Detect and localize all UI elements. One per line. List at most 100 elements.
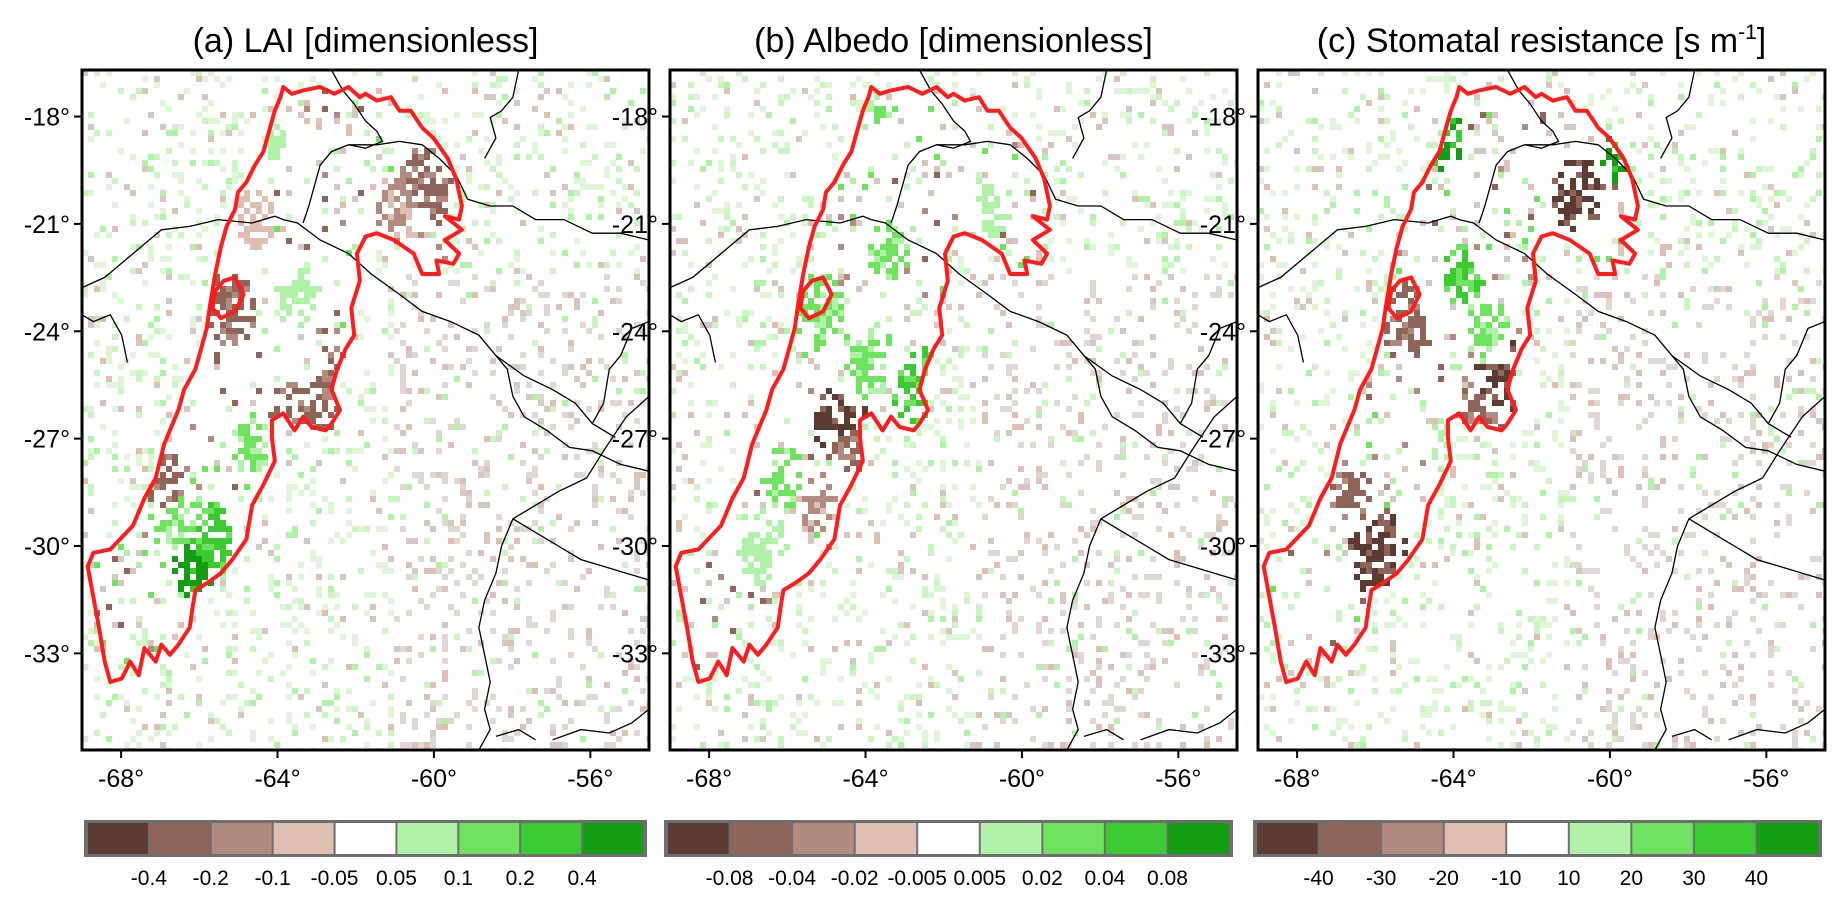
lat-tick-label: -24°: [24, 318, 70, 346]
colorbar-label: 20: [1620, 867, 1643, 890]
colorbar-swatch: [1319, 823, 1381, 854]
country-border-line: [1688, 518, 1825, 581]
anomaly-cell-group: [760, 106, 1030, 538]
colorbar-swatch: [1507, 823, 1568, 854]
country-border-line: [1066, 395, 1237, 750]
country-border-line: [890, 70, 972, 224]
colorbar-label: -0.08: [706, 867, 754, 890]
lon-tick-label: -56°: [1743, 765, 1789, 793]
country-border-line: [1524, 140, 1825, 241]
colorbar-label: 0.1: [444, 867, 473, 890]
colorbar-label: -0.2: [193, 867, 229, 890]
colorbar-swatch: [855, 823, 917, 854]
country-border-line: [552, 708, 649, 741]
country-border-line: [1083, 355, 1204, 438]
anomaly-cell-group: [814, 388, 868, 448]
anomaly-cell-group: [1258, 70, 1825, 750]
anomaly-cell-group: [172, 544, 214, 598]
colorbar-swatch: [1757, 823, 1818, 854]
panel-title: (b) Albedo [dimensionless]: [754, 22, 1153, 60]
chaco-region-inner-loop: [798, 275, 834, 321]
colorbar-label: 0.2: [506, 867, 535, 890]
anomaly-cell-group: [82, 70, 649, 750]
lon-tick-label: -68°: [98, 765, 144, 793]
map-background: [670, 70, 1237, 750]
country-border-line: [1258, 215, 1825, 472]
colorbar-swatch: [1168, 823, 1229, 854]
lon-tick-label: -60°: [1587, 765, 1633, 793]
country-border-line: [1478, 70, 1560, 224]
colorbar-label: 0.4: [568, 867, 598, 890]
lat-tick-label: -27°: [1200, 426, 1246, 454]
chaco-region-outline: [85, 85, 464, 684]
colorbar-swatch: [273, 823, 334, 854]
lat-tick-label: -33°: [612, 640, 658, 668]
lat-tick-label: -24°: [1200, 318, 1246, 346]
map-panel-a: (a) LAI [dimensionless] -18° -21° -24° -27° -…: [24, 22, 651, 793]
lat-tick-label: -27°: [24, 426, 70, 454]
map-frame: [668, 68, 1239, 752]
chaco-region-inner-loop: [1386, 275, 1422, 321]
anomaly-cell-group: [94, 88, 454, 628]
colorbar-label: 0.08: [1147, 867, 1188, 890]
colorbar-swatch: [149, 823, 210, 854]
colorbar-label: -0.1: [255, 867, 291, 890]
colorbar-label: -0.05: [311, 867, 359, 890]
anomaly-cell-group: [1570, 274, 1825, 750]
colorbar-swatch: [1569, 823, 1631, 854]
country-border-line: [670, 215, 1237, 472]
colorbar-swatch: [1632, 823, 1693, 854]
chaco-region-inner-loop: [210, 275, 246, 321]
chaco-region-outline: [1261, 85, 1640, 684]
anomaly-cells: [670, 70, 1237, 750]
lon-tick-label: -60°: [999, 765, 1045, 793]
colorbar-label: -0.04: [768, 867, 816, 890]
map-panel-c: (c) Stomatal resistance [s m-1] -18° -21° -…: [1200, 21, 1827, 793]
panel-title-tail: ]: [1757, 22, 1766, 60]
country-border-line: [484, 70, 520, 159]
lon-tick-label: -60°: [411, 765, 457, 793]
anomaly-cell-group: [1270, 112, 1612, 622]
country-border-line: [1258, 313, 1305, 363]
colorbar-swatch: [459, 823, 520, 854]
lon-tick-label: -64°: [842, 765, 888, 793]
country-borders: [670, 70, 1237, 750]
colorbar-label: 0.02: [1022, 867, 1063, 890]
colorbar-a: -0.4 -0.2 -0.1 -0.05 0.05 0.1 0.2 0.4: [84, 820, 647, 890]
map-panel-b: (b) Albedo [dimensionless] -18° -21° -24° -2…: [612, 22, 1239, 793]
colorbar-swatch: [793, 823, 854, 854]
colorbar-label: 40: [1745, 867, 1768, 890]
anomaly-cell-group: [1258, 70, 1825, 750]
country-border-line: [1654, 395, 1825, 750]
colorbar-swatch: [1382, 823, 1443, 854]
colorbar-swatch: [980, 823, 1042, 854]
panel-title-text: (b) Albedo [dimensionless]: [754, 22, 1153, 60]
colorbar-label: 0.04: [1084, 867, 1125, 890]
lat-tick-label: -30°: [1200, 533, 1246, 561]
colorbar-swatch: [583, 823, 643, 854]
country-border-line: [495, 355, 616, 438]
colorbar-swatch: [211, 823, 272, 854]
panel-title: (c) Stomatal resistance [s m-1]: [1317, 21, 1766, 60]
colorbar-label: -30: [1366, 867, 1396, 890]
country-border-line: [1100, 518, 1237, 581]
lat-tick-label: -18°: [1200, 104, 1246, 132]
lat-tick-label: -33°: [1200, 640, 1246, 668]
colorbar-label: 0.05: [376, 867, 417, 890]
lat-tick-label: -18°: [24, 104, 70, 132]
anomaly-cells: [1258, 70, 1825, 750]
country-border-line: [82, 215, 649, 472]
colorbar-swatch: [730, 823, 792, 854]
colorbar-label: -0.02: [831, 867, 879, 890]
country-border-line: [670, 313, 717, 363]
colorbar-swatch: [88, 823, 148, 854]
colorbar-swatch: [335, 823, 396, 854]
map-frame: [1256, 68, 1827, 752]
colorbar-swatch: [918, 823, 979, 854]
country-border-line: [936, 140, 1237, 241]
anomaly-cell-group: [190, 502, 232, 592]
colorbar-label: 30: [1682, 867, 1705, 890]
chaco-region-outline: [673, 85, 1052, 684]
